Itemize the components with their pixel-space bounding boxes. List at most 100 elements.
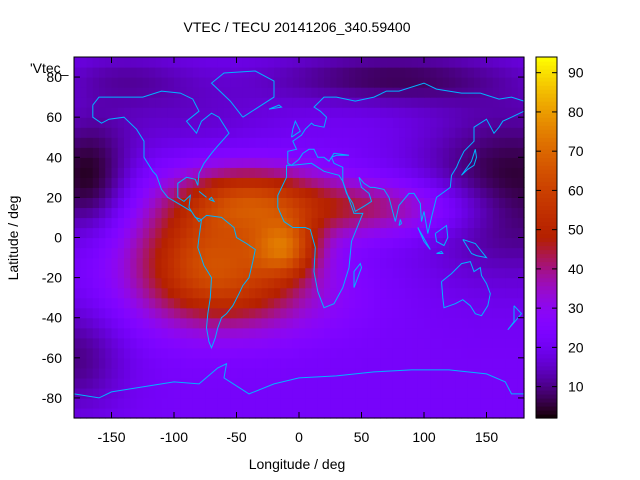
heatmap-cell (330, 97, 338, 108)
colorbar-segment (536, 73, 557, 78)
heatmap-cell (330, 377, 338, 389)
heatmap-cell (342, 277, 350, 289)
heatmap-cell (349, 137, 356, 148)
heatmap-cell (380, 347, 388, 359)
heatmap-cell (180, 247, 188, 259)
heatmap-cell (349, 307, 356, 319)
heatmap-cell (511, 117, 519, 128)
heatmap-cell (349, 97, 356, 108)
heatmap-cell (205, 147, 213, 158)
heatmap-cell (399, 127, 406, 138)
heatmap-cell (236, 217, 244, 229)
heatmap-cell (480, 267, 488, 279)
heatmap-cell (505, 367, 513, 379)
heatmap-cell (367, 257, 375, 269)
heatmap-cell (224, 237, 231, 249)
heatmap-cell (205, 247, 213, 259)
heatmap-cell (305, 87, 313, 98)
heatmap-cell (499, 217, 506, 229)
coastline (210, 70, 275, 118)
heatmap-cell (330, 357, 338, 369)
heatmap-cell (505, 67, 513, 78)
heatmap-cell (299, 157, 306, 168)
heatmap-cell (130, 217, 138, 229)
heatmap-cell (511, 197, 519, 209)
heatmap-cell (142, 67, 150, 78)
heatmap-cell (292, 227, 300, 239)
heatmap-cell (436, 267, 444, 279)
heatmap-cell (211, 147, 219, 158)
heatmap-cell (180, 297, 188, 309)
heatmap-cell (349, 267, 356, 279)
heatmap-cell (92, 297, 100, 309)
heatmap-cell (324, 327, 331, 339)
heatmap-cell (311, 317, 319, 329)
heatmap-cell (517, 267, 525, 279)
heatmap-cell (380, 197, 388, 209)
heatmap-cell (292, 407, 300, 419)
heatmap-cell (105, 67, 113, 78)
heatmap-cell (180, 197, 188, 209)
heatmap-cell (180, 137, 188, 148)
heatmap-cell (311, 107, 319, 118)
heatmap-cell (511, 157, 519, 168)
heatmap-cell (486, 407, 494, 419)
heatmap-cell (124, 337, 131, 349)
heatmap-cell (492, 367, 500, 379)
heatmap-cell (130, 67, 138, 78)
heatmap-cell (399, 287, 406, 299)
heatmap-cell (424, 97, 431, 108)
heatmap-cell (455, 177, 463, 188)
heatmap-cell (80, 147, 88, 158)
heatmap-cell (499, 307, 506, 319)
heatmap-cell (92, 357, 100, 369)
heatmap-cell (455, 407, 463, 419)
heatmap-cell (224, 177, 231, 188)
heatmap-cell (186, 367, 194, 379)
heatmap-cell (380, 147, 388, 158)
heatmap-cell (449, 257, 456, 269)
heatmap-cell (80, 407, 88, 419)
heatmap-cell (424, 307, 431, 319)
heatmap-cell (255, 127, 263, 138)
heatmap-cell (386, 407, 394, 419)
heatmap-cell (336, 197, 344, 209)
heatmap-cell (155, 387, 163, 399)
heatmap-cell (374, 117, 381, 128)
heatmap-cell (361, 127, 369, 138)
heatmap-cell (111, 387, 119, 399)
heatmap-cell (286, 387, 294, 399)
heatmap-cell (267, 337, 275, 349)
heatmap-cell (92, 337, 100, 349)
heatmap-cell (74, 137, 81, 148)
heatmap-cell (499, 377, 506, 389)
heatmap-cell (105, 167, 113, 178)
heatmap-cell (355, 337, 363, 349)
heatmap-cell (480, 337, 488, 349)
heatmap-cell (305, 327, 313, 339)
heatmap-cell (336, 177, 344, 188)
heatmap-cell (417, 327, 425, 339)
heatmap-cell (249, 337, 256, 349)
heatmap-cell (405, 367, 413, 379)
heatmap-cell (192, 87, 200, 98)
heatmap-cell (267, 227, 275, 239)
heatmap-cell (142, 407, 150, 419)
heatmap-cell (305, 407, 313, 419)
heatmap-cell (224, 107, 231, 118)
heatmap-cell (149, 227, 156, 239)
colorbar-segment (536, 237, 557, 243)
heatmap-cell (224, 247, 231, 259)
heatmap-cell (505, 347, 513, 359)
heatmap-cell (205, 217, 213, 229)
heatmap-cell (167, 407, 175, 419)
heatmap-cell (192, 397, 200, 409)
heatmap-cell (92, 277, 100, 289)
heatmap-cell (317, 187, 325, 198)
heatmap-cell (336, 247, 344, 259)
heatmap-cell (261, 357, 269, 369)
heatmap-cell (467, 317, 475, 329)
heatmap-cell (117, 267, 125, 279)
heatmap-cell (386, 377, 394, 389)
heatmap-cell (149, 87, 156, 98)
